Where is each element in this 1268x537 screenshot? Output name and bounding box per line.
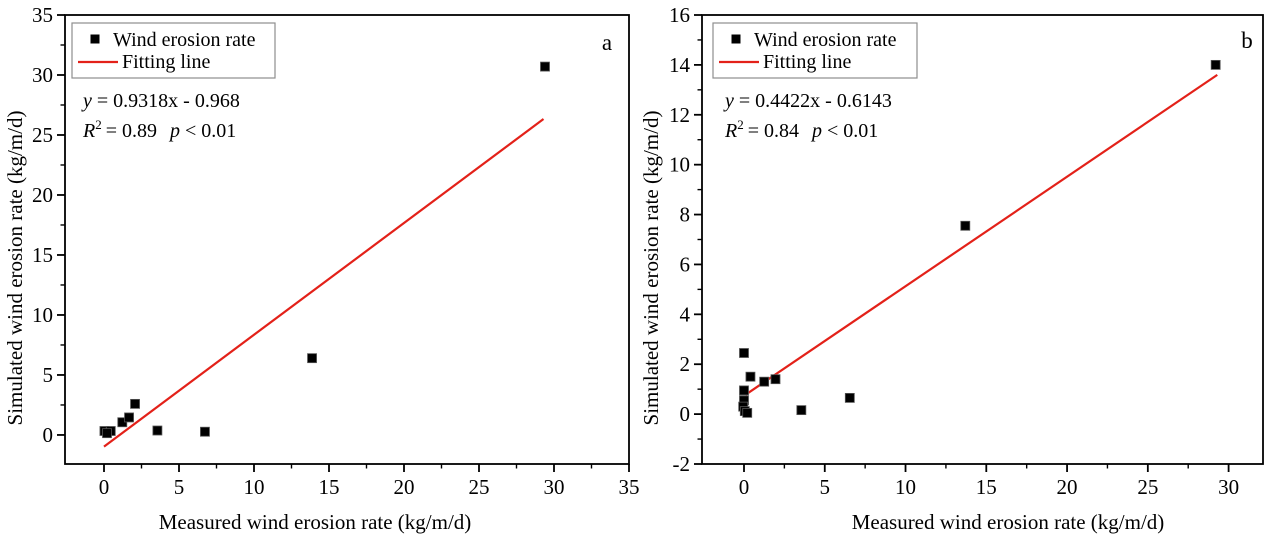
y-axis: -2 0 2 4 6 8 10 12 14 16 [669, 3, 702, 476]
fit-line [744, 73, 1218, 396]
y-tick-label: 0 [43, 423, 54, 447]
y-tick-label: 35 [32, 3, 53, 27]
legend-box [712, 22, 918, 79]
data-point [124, 412, 134, 423]
x-tick-label: 10 [244, 475, 265, 499]
y-tick-label: 20 [32, 183, 53, 207]
y-tick-label: 5 [43, 363, 54, 387]
x-axis-title: Measured wind erosion rate (kg/m/d) [852, 510, 1165, 534]
data-point [739, 348, 749, 358]
data-point [759, 376, 770, 387]
equation-text: y = 0.9318x - 0.968 [81, 90, 240, 112]
y-tick-label: 0 [680, 402, 691, 426]
panel-b: 0 5 10 15 20 25 30 -2 0 2 4 6 8 10 12 14 16 Wind erosion … [639, 3, 1264, 534]
y-tick-label: -2 [673, 452, 691, 476]
data-point [130, 398, 140, 409]
data-point [745, 371, 756, 382]
y-tick-label: 10 [669, 153, 690, 177]
panel-letter: a [602, 30, 612, 55]
y-tick-label: 14 [669, 53, 691, 77]
y-axis-title: Simulated wind erosion rate (kg/m/d) [3, 111, 27, 426]
x-tick-label: 15 [319, 475, 340, 499]
r-squared-text: R2 = 0.84 p < 0.01 [724, 117, 878, 142]
y-axis-title: Simulated wind erosion rate (kg/m/d) [639, 111, 663, 426]
legend-marker-label: Wind erosion rate [754, 29, 897, 51]
panel-letter: b [1241, 28, 1253, 53]
x-tick-label: 5 [820, 475, 831, 499]
x-tick-label: 0 [739, 475, 750, 499]
legend-line-label: Fitting line [122, 51, 210, 73]
data-point [540, 61, 550, 72]
y-tick-label: 6 [680, 252, 691, 276]
x-axis: 0 5 10 15 20 25 30 [739, 464, 1239, 499]
data-point [770, 374, 781, 385]
y-tick-label: 4 [680, 302, 691, 326]
legend-marker-label: Wind erosion rate [113, 29, 256, 51]
x-tick-label: 25 [469, 475, 490, 499]
scatter-points [738, 59, 1221, 418]
legend-line-label: Fitting line [763, 51, 851, 73]
r-squared-text: R2 = 0.89 p < 0.01 [82, 117, 236, 142]
x-tick-label: 5 [174, 475, 185, 499]
legend-marker-square [731, 34, 741, 44]
data-point [844, 392, 855, 403]
x-tick-label: 0 [99, 475, 110, 499]
x-tick-label: 25 [1137, 475, 1158, 499]
x-tick-label: 35 [619, 475, 640, 499]
y-tick-label: 15 [32, 243, 53, 267]
legend-box [71, 22, 276, 79]
legend-marker-square [90, 34, 100, 44]
data-point [742, 407, 753, 418]
panel-a: 0 5 10 15 20 25 30 35 0 5 10 15 20 25 30 35 Wind erosion… [3, 3, 640, 534]
data-point [739, 385, 749, 396]
data-point [307, 353, 317, 364]
y-tick-label: 2 [680, 352, 691, 376]
equation-text: y = 0.4422x - 0.6143 [723, 90, 892, 112]
scatter-points [99, 61, 550, 439]
x-tick-label: 30 [1218, 475, 1239, 499]
plot-frame [701, 14, 1264, 465]
fit-line [103, 118, 545, 448]
data-point [960, 220, 971, 231]
data-point [152, 425, 163, 436]
x-tick-label: 10 [895, 475, 916, 499]
y-tick-label: 8 [680, 203, 691, 227]
x-axis: 0 5 10 15 20 25 30 35 [99, 464, 640, 499]
x-tick-label: 20 [1057, 475, 1078, 499]
y-tick-label: 16 [669, 3, 690, 27]
plot-frame [64, 14, 630, 465]
x-tick-label: 30 [544, 475, 565, 499]
y-tick-label: 30 [32, 63, 53, 87]
data-point [796, 405, 807, 416]
x-tick-label: 15 [976, 475, 997, 499]
y-tick-label: 25 [32, 123, 53, 147]
data-point [102, 428, 112, 439]
x-axis-title: Measured wind erosion rate (kg/m/d) [159, 510, 472, 534]
data-point [200, 426, 210, 437]
x-tick-label: 20 [394, 475, 415, 499]
y-axis: 0 5 10 15 20 25 30 35 [32, 3, 65, 447]
y-tick-label: 10 [32, 303, 53, 327]
data-point [1210, 59, 1221, 70]
y-tick-label: 12 [669, 103, 690, 127]
